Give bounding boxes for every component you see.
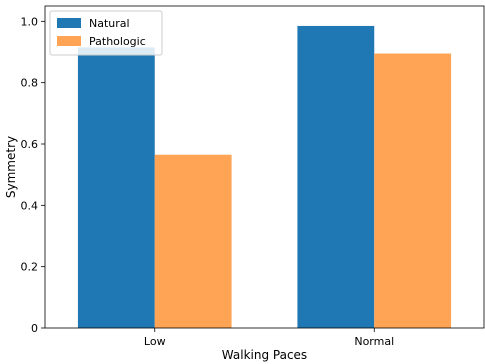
bar-pathologic-low	[154, 154, 232, 328]
plot-frame	[44, 5, 485, 329]
x-axis-label: Walking Paces	[222, 348, 307, 362]
legend-swatch-natural	[57, 18, 81, 28]
x-axis-ticks: Low Normal	[144, 328, 394, 348]
y-tick-label: 0.2	[21, 261, 39, 274]
x-tick-label-normal: Normal	[354, 335, 394, 348]
x-tick-label-low: Low	[144, 335, 166, 348]
y-tick-label: 0.8	[21, 77, 39, 90]
legend-label-natural: Natural	[89, 17, 130, 30]
legend-label-pathologic: Pathologic	[89, 35, 146, 48]
bars-group	[77, 25, 452, 329]
y-tick-label: 0.6	[21, 138, 39, 151]
y-tick-label: 0	[31, 322, 38, 335]
bar-natural-normal	[297, 25, 375, 329]
y-axis-label: Symmetry	[4, 136, 18, 198]
legend-swatch-pathologic	[57, 36, 81, 46]
y-axis-ticks: 0 0.2 0.4 0.6 0.8 1.0	[21, 15, 45, 335]
legend: Natural Pathologic	[49, 10, 163, 56]
bar-pathologic-normal	[374, 53, 452, 329]
y-tick-label: 0.4	[21, 199, 39, 212]
bar-natural-low	[77, 47, 155, 329]
y-tick-label: 1.0	[21, 15, 39, 28]
